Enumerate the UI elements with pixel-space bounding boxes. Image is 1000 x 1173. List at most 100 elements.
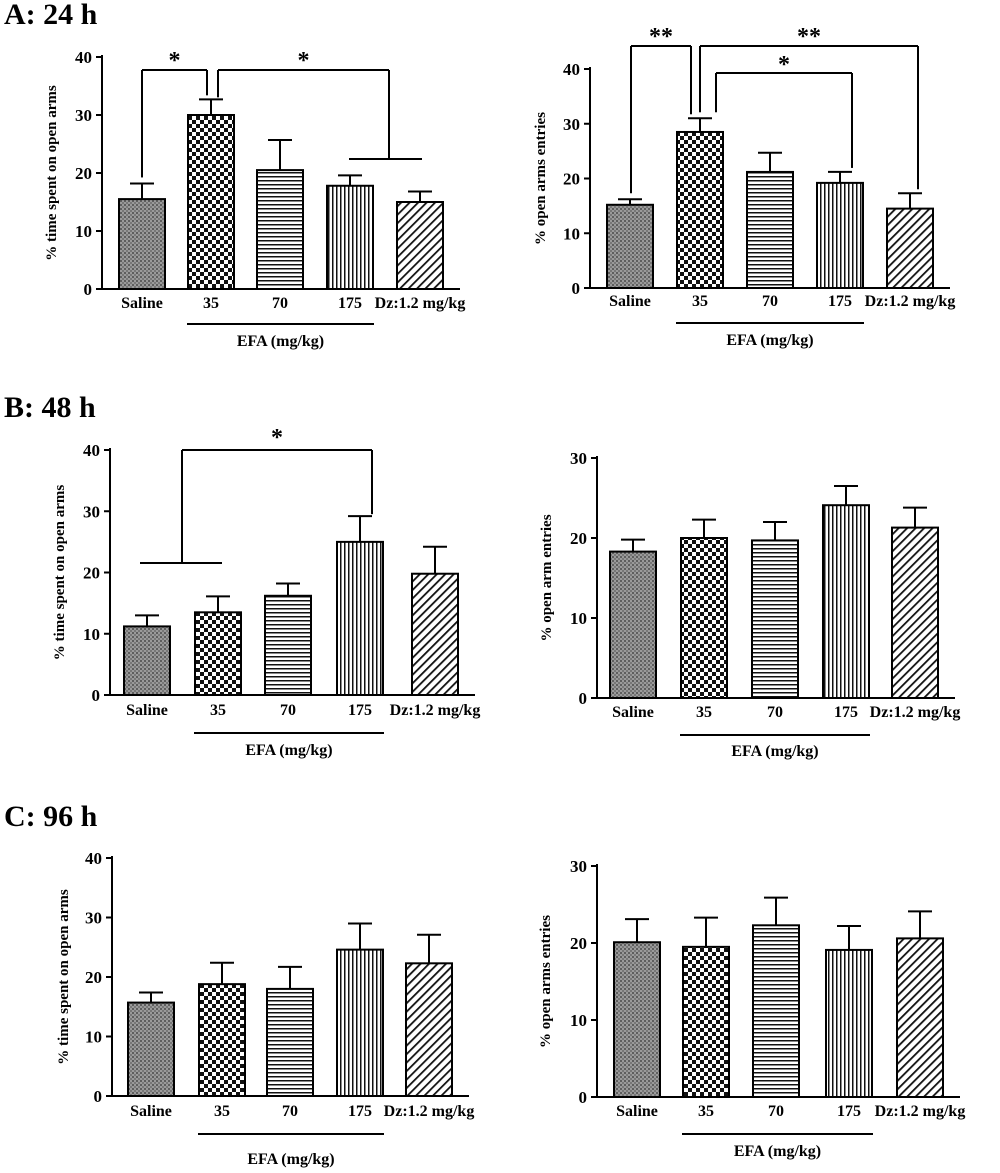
category-label: 70	[280, 702, 296, 719]
panel-title-c: C: 96 h	[4, 800, 98, 833]
y-tick-label: 30	[83, 502, 100, 521]
y-tick-label: 10	[83, 625, 100, 644]
group-label: EFA (mg/kg)	[731, 743, 818, 760]
category-label: Saline	[609, 293, 651, 310]
y-tick-label: 0	[579, 689, 588, 708]
bar-35	[187, 114, 235, 290]
bar-dz-1-2-mg-kg	[396, 201, 444, 290]
y-tick-label: 0	[579, 1088, 588, 1107]
y-tick-label: 30	[85, 909, 102, 928]
category-label: Dz:1.2 mg/kg	[384, 1103, 475, 1120]
y-tick-label: 20	[75, 164, 92, 183]
category-label: 175	[837, 1103, 861, 1120]
significance-bracket: *	[141, 48, 208, 178]
significance-label: *	[778, 52, 790, 78]
category-label: 70	[768, 1103, 784, 1120]
y-tick-label: 30	[570, 449, 587, 468]
category-label: 70	[767, 704, 783, 721]
y-tick-label: 20	[570, 934, 587, 953]
y-axis-label: % open arms entries	[533, 112, 549, 245]
bar-dz-1-2-mg-kg	[405, 962, 453, 1097]
category-label: Saline	[126, 702, 168, 719]
bar-dz-1-2-mg-kg	[886, 207, 934, 289]
category-label: 35	[214, 1103, 230, 1120]
category-label: 175	[348, 1103, 372, 1120]
y-tick-label: 10	[570, 609, 587, 628]
panel-title-a: A: 24 h	[4, 0, 98, 31]
y-tick-label: 40	[83, 441, 100, 460]
chart-4: 0 10 20 30 % open arm entries Saline 35 70 175 Dz…	[539, 449, 960, 760]
bar-70	[752, 924, 800, 1098]
category-label: 35	[698, 1103, 714, 1120]
bar-dz-1-2-mg-kg	[896, 937, 944, 1098]
y-tick-label: 20	[563, 170, 580, 189]
bar-35	[676, 130, 724, 289]
bar-dz-1-2-mg-kg	[891, 526, 939, 699]
chart-6: 0 10 20 30 % open arms entries Saline 35 70 175 D…	[538, 857, 965, 1160]
bar-dz-1-2-mg-kg	[411, 572, 459, 696]
significance-bracket: *	[140, 425, 373, 564]
category-label: 35	[203, 295, 219, 312]
group-label: EFA (mg/kg)	[245, 742, 332, 759]
y-tick-label: 10	[570, 1011, 587, 1030]
y-tick-label: 40	[85, 849, 102, 868]
y-tick-label: 10	[75, 222, 92, 241]
category-label: Saline	[616, 1103, 658, 1120]
y-tick-label: 40	[563, 60, 580, 79]
category-label: 35	[692, 293, 708, 310]
category-label: 35	[696, 704, 712, 721]
y-tick-label: 20	[85, 968, 102, 987]
bar-35	[194, 611, 242, 696]
significance-label: **	[649, 24, 673, 50]
category-label: Dz:1.2 mg/kg	[865, 293, 956, 310]
significance-label: **	[797, 24, 821, 50]
bar-saline	[606, 203, 654, 289]
y-axis-label: % open arms entries	[538, 915, 554, 1048]
y-tick-label: 30	[563, 115, 580, 134]
significance-label: *	[169, 48, 181, 74]
category-label: 70	[762, 293, 778, 310]
category-label: Dz:1.2 mg/kg	[375, 295, 466, 312]
bar-175	[336, 948, 384, 1097]
category-label: Saline	[130, 1103, 172, 1120]
bar-175	[825, 948, 873, 1098]
bar-175	[326, 184, 374, 290]
y-tick-label: 20	[83, 564, 100, 583]
group-label: EFA (mg/kg)	[247, 1151, 334, 1168]
y-tick-label: 30	[75, 106, 92, 125]
category-label: 175	[834, 704, 858, 721]
group-label: EFA (mg/kg)	[734, 1143, 821, 1160]
bar-saline	[123, 625, 171, 697]
y-tick-label: 0	[84, 280, 93, 299]
category-label: 175	[348, 702, 372, 719]
bar-175	[336, 540, 384, 696]
category-label: 35	[210, 702, 226, 719]
y-tick-label: 30	[570, 857, 587, 876]
bar-saline	[609, 550, 657, 699]
y-tick-label: 0	[94, 1087, 103, 1106]
bar-70	[264, 594, 312, 697]
category-label: 70	[282, 1103, 298, 1120]
bar-saline	[613, 941, 661, 1098]
y-tick-label: 10	[563, 224, 580, 243]
bar-175	[816, 181, 864, 290]
y-tick-label: 0	[92, 686, 101, 705]
bar-70	[266, 987, 314, 1098]
y-axis-label: % time spent on open arms	[52, 485, 68, 661]
bar-35	[198, 983, 246, 1098]
category-label: 175	[828, 293, 852, 310]
group-label: EFA (mg/kg)	[726, 332, 813, 349]
significance-bracket: **	[699, 24, 919, 190]
bar-175	[822, 504, 870, 700]
y-axis-label: % time spent on open arms	[44, 85, 60, 261]
y-tick-label: 40	[75, 48, 92, 67]
category-label: Saline	[612, 704, 654, 721]
significance-bracket: *	[715, 52, 853, 168]
bar-saline	[127, 1001, 175, 1098]
y-axis-label: % open arm entries	[539, 514, 555, 641]
significance-bracket: **	[630, 24, 692, 194]
y-tick-label: 20	[570, 529, 587, 548]
category-label: Dz:1.2 mg/kg	[870, 704, 961, 721]
y-tick-label: 10	[85, 1028, 102, 1047]
chart-1: 0 10 20 30 40 % time spent on open arms Saline…	[44, 48, 465, 350]
